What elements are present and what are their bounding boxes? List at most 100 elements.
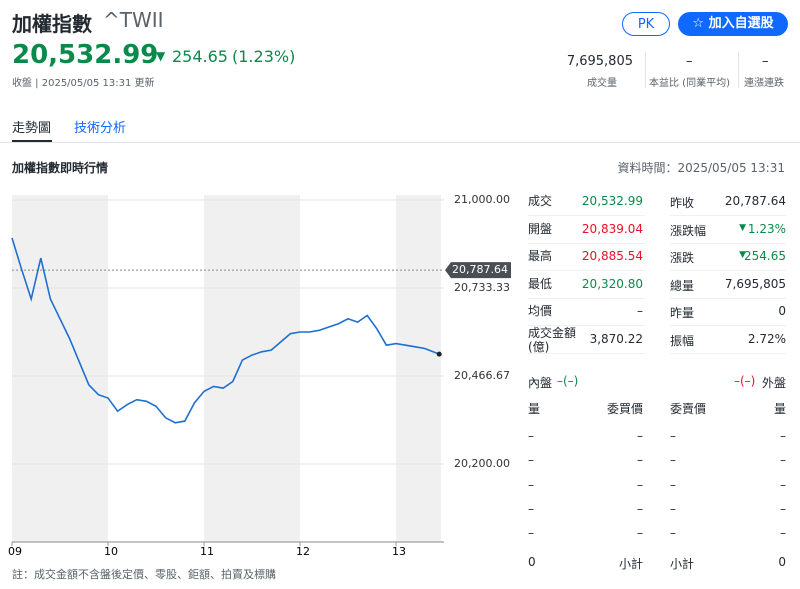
reference-pointer <box>445 262 511 279</box>
session-band <box>396 195 441 542</box>
row-line <box>670 270 786 272</box>
row-line <box>670 353 786 354</box>
book-cell: – <box>528 453 534 468</box>
session-band <box>12 195 108 542</box>
x-tick-label: 11 <box>200 545 214 558</box>
quote-value: 20,320.80 <box>581 276 643 291</box>
data-time: 資料時間：2025/05/05 13:31 <box>617 161 785 175</box>
book-cell: – <box>670 477 676 492</box>
quote-value: 20,787.64 <box>724 194 786 208</box>
title: 加權指數 <box>12 12 92 36</box>
outer-label: 外盤 <box>762 376 787 390</box>
book-header: 量 <box>528 402 541 416</box>
quote-label: 漲跌幅 <box>670 223 707 238</box>
down-icon: ▼ <box>739 250 746 261</box>
y-tick-label: 21,000.00 <box>454 193 510 206</box>
quote-label: 最高 <box>528 249 553 264</box>
quote-label: 昨量 <box>670 306 695 321</box>
change: 254.65 <box>172 47 228 66</box>
quote-label: 總量 <box>670 278 695 293</box>
row-line <box>670 325 786 327</box>
star-icon: ☆ <box>692 16 709 31</box>
book-cell: – <box>670 453 676 468</box>
stat-value: 7,695,805 <box>566 54 633 69</box>
book-footer: 小計 <box>670 557 695 571</box>
down-icon: ▼ <box>156 49 166 63</box>
outer-value: –(–) <box>734 374 756 388</box>
stat-value: – <box>762 54 769 69</box>
book-cell: – <box>670 429 676 443</box>
y-tick-label: 20,733.33 <box>454 281 510 294</box>
chart: 09 10 11 12 13 21,000.00 20,733.33 20,466.67 20,… <box>8 193 511 558</box>
quote-value: 20,839.04 <box>581 221 643 236</box>
quote-value: 20,532.99 <box>581 194 643 208</box>
separator <box>645 52 646 88</box>
book-cell: – <box>528 501 534 516</box>
y-tick-label: 20,466.67 <box>454 369 510 382</box>
book-cell: – <box>528 526 534 541</box>
book-cell: – <box>528 429 534 443</box>
x-tick-label: 13 <box>392 545 406 558</box>
book-cell: – <box>637 477 643 492</box>
quote-value: 2.72% <box>747 332 786 346</box>
book-cell: – <box>780 429 786 443</box>
book-cell: – <box>780 477 786 492</box>
quote-value: – <box>637 304 643 319</box>
x-tick-label: 09 <box>8 545 22 558</box>
row-line <box>528 242 645 244</box>
x-tick-label: 10 <box>104 545 118 558</box>
row-line <box>528 325 645 327</box>
stat-value: – <box>686 54 693 69</box>
quote-value: 3,870.22 <box>589 332 643 346</box>
last-point <box>436 351 442 357</box>
tab-underline <box>12 140 52 142</box>
quote-label: 昨收 <box>670 196 695 210</box>
change-pct: (1.23%) <box>232 47 296 66</box>
tab[interactable]: 走勢圖 <box>12 121 52 136</box>
quote-label: 振幅 <box>670 334 695 348</box>
book-cell: – <box>637 526 643 541</box>
reference-label: 20,787.64 <box>452 263 508 276</box>
tab[interactable]: 技術分析 <box>74 121 127 136</box>
inner-value: –(–) <box>557 374 579 388</box>
section-title: 加權指數即時行情 <box>12 161 109 175</box>
book-header: 委買價 <box>606 402 643 416</box>
book-cell: – <box>637 453 643 468</box>
row-line <box>670 242 786 244</box>
row-line <box>528 270 645 272</box>
session-band <box>204 195 300 542</box>
book-cell: – <box>780 501 786 516</box>
stat-label: 本益比 (同業平均) <box>649 78 730 89</box>
row-line <box>528 215 645 216</box>
quote-value: 0 <box>778 304 786 319</box>
watchlist-label: 加入自選股 <box>708 16 774 31</box>
book-cell: – <box>780 526 786 541</box>
price-line <box>11 237 440 424</box>
book-cell: – <box>637 429 643 443</box>
row-line <box>528 353 645 354</box>
inner-label: 內盤 <box>528 376 553 390</box>
quote-label: 成交金額(億) <box>528 326 577 354</box>
price: 20,532.99 <box>12 40 159 70</box>
stat-label: 成交量 <box>587 78 617 89</box>
down-icon: ▼ <box>739 222 746 233</box>
divider <box>0 142 800 143</box>
note: 註：成交金額不含盤後定價、零股、鉅額、拍賣及標購 <box>12 568 276 581</box>
quote-label: 開盤 <box>528 221 553 236</box>
quote-label: 均價 <box>528 304 553 319</box>
book-cell: – <box>780 453 786 468</box>
watchlist-button[interactable]: ☆ 加入自選股 <box>678 12 788 36</box>
pk-button[interactable]: PK <box>622 12 670 36</box>
book-cell: – <box>637 501 643 516</box>
y-tick-label: 20,200.00 <box>454 457 510 470</box>
quote-value: 7,695,805 <box>724 276 786 291</box>
book-footer: 0 <box>528 555 536 569</box>
book-footer: 小計 <box>618 557 643 571</box>
quote-value: 254.65 <box>744 249 786 264</box>
book-cell: – <box>670 526 676 541</box>
x-tick-label: 12 <box>296 545 310 558</box>
book-footer: 0 <box>778 555 786 569</box>
book-header: 量 <box>773 402 786 416</box>
quote-label: 漲跌 <box>670 251 695 266</box>
